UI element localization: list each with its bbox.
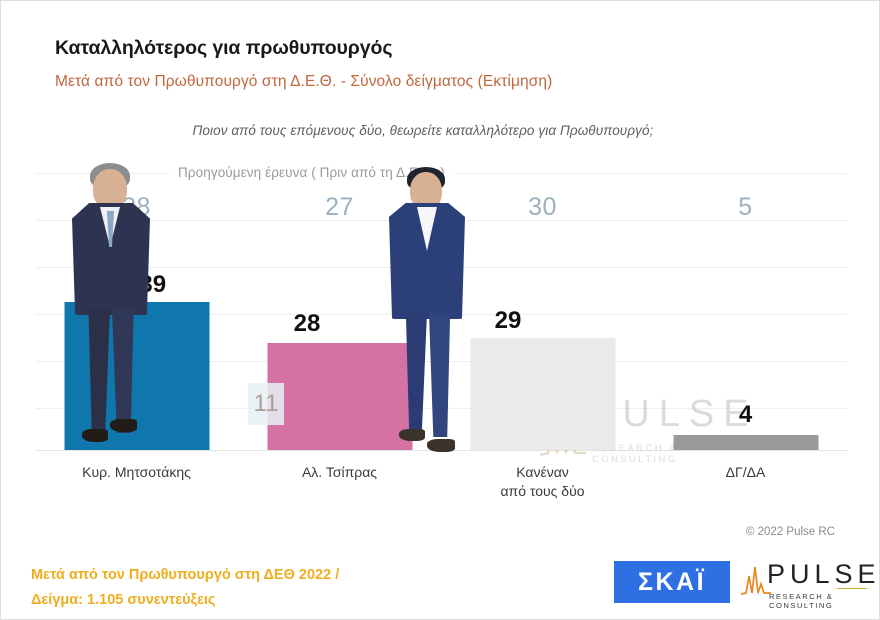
bar-value-3: 4: [738, 401, 753, 428]
bar-value-0: 39: [139, 271, 167, 298]
gap-label-11: 11: [248, 383, 284, 425]
previous-survey-label: Προηγούμενη έρευνα ( Πριν από τη Δ.Ε.Θ. …: [169, 165, 454, 180]
category-line: Κυρ. Μητσοτάκης: [82, 464, 191, 480]
category-label-3: ΔΓ/ΔΑ: [644, 463, 847, 482]
waveform-icon: [741, 566, 771, 595]
skai-logo: ΣΚΑΪ: [614, 561, 730, 603]
pulse-logo: PULSE RESEARCH & CONSULTING: [741, 559, 876, 610]
previous-value-2: 30: [528, 193, 557, 221]
previous-value-1: 27: [325, 193, 354, 221]
category-line: Αλ. Τσίπρας: [301, 464, 378, 480]
category-line: ΔΓ/ΔΑ: [725, 464, 766, 480]
bar-value-2: 29: [494, 307, 522, 334]
sample-note-line1: Μετά από τον Πρωθυπουργό στη ΔΕΘ 2022 /: [31, 567, 340, 583]
page-title: Καταλληλότερος για πρωθυπουργός: [55, 37, 393, 59]
previous-value-3: 5: [738, 193, 753, 221]
chart-column-dk-na: 5 4: [644, 161, 847, 451]
bar-neither: [470, 338, 615, 450]
pulse-logo-tagline: RESEARCH & CONSULTING: [769, 592, 834, 610]
previous-value-0: 38: [122, 193, 151, 221]
pulse-logo-rule: [837, 588, 867, 589]
category-label-0: Κυρ. Μητσοτάκης: [35, 463, 238, 482]
bar-value-1: 28: [293, 310, 321, 337]
copyright-text: © 2022 Pulse RC: [745, 526, 835, 538]
skai-logo-text: ΣΚΑΪ: [637, 567, 707, 596]
chart-column-mitsotakis: 38 39: [35, 161, 238, 451]
category-label-1: Αλ. Τσίπρας: [238, 463, 441, 482]
bar-mitsotakis: [64, 302, 209, 450]
category-line: από τους δύο: [500, 483, 585, 499]
sample-note: Μετά από τον Πρωθυπουργό στη ΔΕΘ 2022 / …: [31, 563, 339, 613]
page-subtitle: Μετά από τον Πρωθυπουργό στη Δ.Ε.Θ. - Σύ…: [55, 73, 553, 90]
survey-question: Ποιον από τους επόμενους δύο, θεωρείτε κ…: [192, 123, 654, 138]
chart-plot-area: Προηγούμενη έρευνα ( Πριν από τη Δ.Ε.Θ. …: [35, 161, 847, 465]
sample-note-line2: Δείγμα: 1.105 συνεντεύξεις: [31, 592, 216, 608]
category-line: Κανέναν: [516, 464, 569, 480]
category-label-2: Κανέναν από τους δύο: [441, 463, 644, 501]
chart-column-tsipras: 27 28: [238, 161, 441, 451]
pulse-logo-text: PULSE: [767, 559, 880, 589]
bar-tsipras: [267, 343, 412, 450]
chart-column-neither: 30 29: [441, 161, 644, 451]
bar-dk-na: [673, 435, 818, 450]
